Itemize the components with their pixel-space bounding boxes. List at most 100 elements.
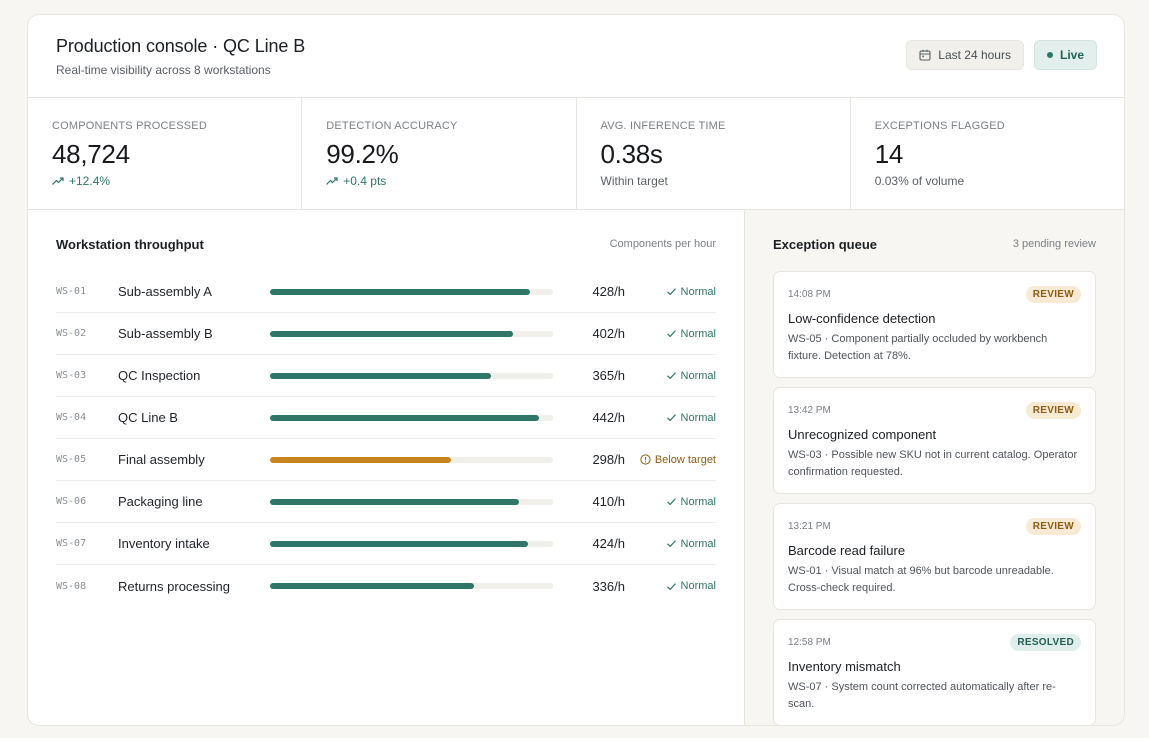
throughput-bar-fill: [270, 414, 539, 421]
workstation-row[interactable]: WS-02 Sub-assembly B 402/h Normal: [56, 313, 716, 355]
exception-description: WS-05 · Component partially occluded by …: [788, 333, 1048, 362]
kpi-foot-text: 0.03% of volume: [874, 174, 965, 188]
exception-panel: Exception queue 3 pending review 14:08 P…: [745, 210, 1124, 725]
status-label: Below target: [654, 453, 716, 466]
workstation-row[interactable]: WS-04 QC Line B 442/h Normal: [56, 397, 716, 439]
workstation-id: WS-04: [56, 412, 87, 423]
status-badge: RESOLVED: [1010, 633, 1081, 651]
status-indicator: Normal: [625, 580, 716, 592]
throughput-title: Workstation throughput: [56, 236, 204, 252]
workstation-rate: 410/h: [592, 494, 625, 509]
throughput-bar-track: [270, 456, 553, 463]
workstation-id: WS-03: [56, 370, 87, 381]
status-badge: REVIEW: [1025, 285, 1081, 303]
exception-time: 13:42 PM: [788, 404, 831, 416]
page-subtitle: Real-time visibility across 8 workstatio…: [56, 62, 271, 77]
workstation-row[interactable]: WS-05 Final assembly 298/h Below target: [56, 439, 716, 481]
kpi-avg-inference-time: AVG. INFERENCE TIME 0.38s Within target: [577, 98, 851, 209]
live-toggle[interactable]: Live: [1033, 40, 1097, 70]
exception-meta: 13:42 PM REVIEW: [788, 401, 1081, 419]
workstation-row[interactable]: WS-01 Sub-assembly A 428/h Normal: [56, 271, 716, 313]
throughput-bar-fill: [270, 372, 491, 379]
kpi-label: DETECTION ACCURACY: [326, 120, 458, 132]
header-controls: Last 24 hours Live: [906, 40, 1097, 70]
exception-note: 3 pending review: [1012, 238, 1096, 250]
kpi-row: COMPONENTS PROCESSED 48,724 +12.4% DETEC…: [28, 98, 1124, 210]
workstation-rate: 365/h: [592, 368, 625, 383]
kpi-components-processed: COMPONENTS PROCESSED 48,724 +12.4%: [28, 98, 303, 209]
workstation-rate: 442/h: [592, 410, 625, 425]
workstation-rate: 424/h: [592, 536, 625, 551]
throughput-panel: Workstation throughput Components per ho…: [28, 210, 745, 725]
time-range-button[interactable]: Last 24 hours: [906, 40, 1024, 70]
exception-card[interactable]: 13:21 PM REVIEW Barcode read failure WS-01 …: [773, 503, 1096, 610]
workstation-name: Returns processing: [118, 578, 230, 594]
header-text: Production console · QC Line B Real-time…: [56, 36, 305, 77]
exception-title: Barcode read failure: [788, 543, 906, 558]
exception-card[interactable]: 13:42 PM REVIEW Unrecognized component WS-0…: [773, 387, 1096, 494]
kpi-foot: 0.03% of volume: [875, 174, 1100, 188]
production-console-card: Production console · QC Line B Real-time…: [27, 14, 1125, 726]
workstation-rate: 428/h: [592, 284, 625, 299]
status-label: Normal: [680, 495, 716, 508]
check-icon: [666, 330, 676, 338]
workstation-id: WS-08: [56, 580, 87, 592]
status-badge: REVIEW: [1025, 401, 1081, 419]
check-icon: [666, 540, 676, 548]
header: Production console · QC Line B Real-time…: [28, 15, 1124, 98]
throughput-bar-fill: [270, 498, 520, 505]
workstation-name: QC Inspection: [118, 368, 201, 383]
page-title: Production console · QC Line B: [56, 35, 306, 56]
workstation-id: WS-01: [56, 286, 87, 297]
status-indicator: Normal: [625, 370, 716, 382]
throughput-bar-track: [270, 330, 553, 337]
kpi-value: 14: [874, 139, 904, 169]
live-dot-icon: [1046, 52, 1053, 58]
kpi-detection-accuracy: DETECTION ACCURACY 99.2% +0.4 pts: [302, 98, 577, 209]
kpi-value: 99.2%: [326, 139, 399, 169]
exception-title: Unrecognized component: [788, 427, 937, 442]
throughput-bar-fill: [270, 583, 474, 589]
exception-time: 13:21 PM: [788, 520, 831, 532]
exception-title: Low-confidence detection: [788, 311, 936, 326]
exception-time: 14:08 PM: [788, 288, 831, 300]
time-range-label: Last 24 hours: [938, 48, 1011, 62]
kpi-trend: +0.4 pts: [326, 174, 551, 188]
exception-meta: 13:21 PM REVIEW: [788, 517, 1081, 535]
throughput-bar-track: [270, 288, 553, 295]
status-indicator: Normal: [625, 412, 716, 424]
throughput-note: Components per hour: [609, 238, 716, 250]
kpi-label: AVG. INFERENCE TIME: [600, 120, 726, 132]
workstation-id: WS-06: [56, 496, 87, 507]
kpi-foot-text: +12.4%: [69, 174, 111, 188]
throughput-bar-track: [270, 372, 553, 379]
exception-card[interactable]: 12:58 PM RESOLVED Inventory mismatch WS-07 …: [773, 619, 1096, 725]
check-icon: [666, 288, 676, 296]
workstation-row[interactable]: WS-03 QC Inspection 365/h Normal: [56, 355, 716, 397]
throughput-bar-fill: [270, 330, 514, 337]
status-indicator: Normal: [625, 286, 716, 298]
exception-description: WS-03 · Possible new SKU not in current …: [788, 449, 1078, 478]
workstation-name: Sub-assembly A: [118, 284, 212, 299]
exception-time: 12:58 PM: [788, 636, 831, 648]
throughput-bar-track: [270, 583, 553, 589]
workstation-row[interactable]: WS-07 Inventory intake 424/h Normal: [56, 523, 716, 565]
workstation-id: WS-07: [56, 538, 87, 549]
exception-title: Exception queue: [773, 236, 878, 252]
throughput-header: Workstation throughput Components per ho…: [56, 236, 716, 252]
check-icon: [666, 498, 676, 506]
throughput-bar-track: [270, 498, 553, 505]
workstation-name: QC Line B: [118, 410, 178, 425]
workstation-name: Packaging line: [118, 494, 203, 509]
exception-card[interactable]: 14:08 PM REVIEW Low-confidence detection WS…: [773, 271, 1096, 378]
exception-description: WS-01 · Visual match at 96% but barcode …: [788, 565, 1054, 594]
throughput-bar-fill: [270, 540, 528, 547]
live-label: Live: [1059, 48, 1084, 62]
kpi-foot-text: +0.4 pts: [343, 174, 387, 188]
workstation-rate: 298/h: [592, 452, 625, 467]
kpi-label: COMPONENTS PROCESSED: [52, 120, 207, 132]
throughput-bar-track: [270, 540, 553, 547]
workstation-row[interactable]: WS-06 Packaging line 410/h Normal: [56, 481, 716, 523]
workstation-name: Final assembly: [118, 452, 205, 467]
workstation-row[interactable]: WS-08 Returns processing 336/h Normal: [56, 565, 716, 607]
